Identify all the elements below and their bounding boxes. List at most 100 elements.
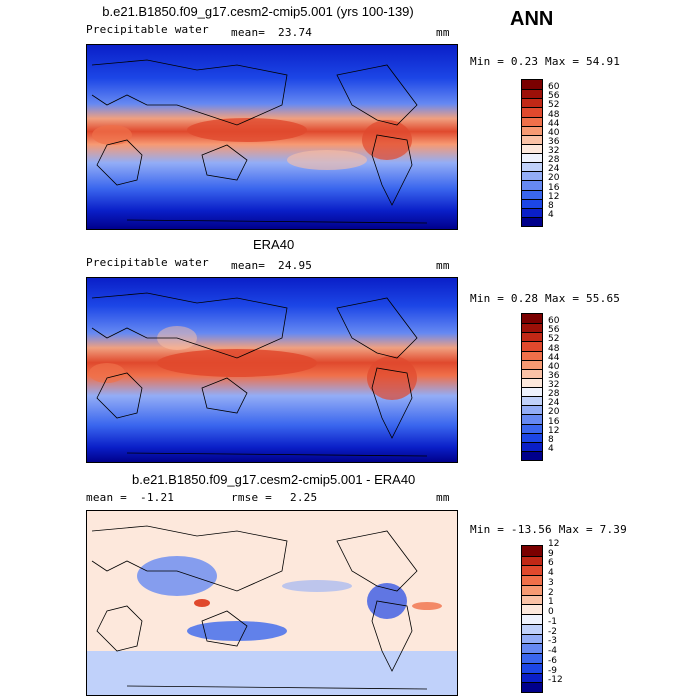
colorbar-tick-label: 12	[548, 539, 560, 549]
colorbar-tick-label: 20	[548, 407, 560, 418]
colorbar-tick-label: 56	[548, 91, 560, 102]
colorbar-swatch	[522, 162, 542, 172]
panel-2-mean-value: 24.95	[278, 259, 313, 272]
colorbar-swatch	[522, 359, 542, 369]
colorbar-tick-label: 3	[548, 577, 554, 588]
panel-3-rmse-label: rmse =	[231, 491, 272, 504]
colorbar-swatch	[522, 643, 542, 654]
colorbar-swatch	[522, 423, 542, 433]
colorbar-tick-label: 2	[548, 587, 554, 598]
colorbar-tick-label: 32	[548, 146, 560, 156]
panel-2-units: mm	[436, 259, 450, 272]
colorbar-swatch	[522, 198, 542, 208]
panel-3-mean-value: -1.21	[140, 491, 175, 504]
colorbar-swatch	[522, 368, 542, 378]
panel-1-variable-label: Precipitable water	[86, 23, 209, 36]
panel-2-title: ERA40	[253, 237, 295, 252]
panel-3-map	[86, 510, 458, 696]
colorbar-tick-label: -4	[548, 646, 557, 657]
colorbar-tick-label: 44	[548, 352, 560, 363]
colorbar-tick-label: 8	[548, 200, 554, 211]
colorbar-tick-label: 56	[548, 325, 560, 336]
colorbar-tick-label: 9	[548, 548, 554, 559]
colorbar-tick-label: 44	[548, 118, 560, 129]
colorbar-swatch	[522, 623, 542, 634]
colorbar-tick-label: 32	[548, 380, 560, 390]
panel-1-mean-label: mean=	[231, 26, 266, 39]
colorbar-swatch	[522, 207, 542, 217]
panel-1-mean-value: 23.74	[278, 26, 313, 39]
colorbar-tick-label: 12	[548, 191, 560, 202]
colorbar-tick-label: 60	[548, 316, 560, 327]
colorbar-tick-label: -9	[548, 665, 557, 676]
colorbar-tick-label: 36	[548, 370, 560, 381]
colorbar-tick-label: 48	[548, 343, 560, 354]
colorbar-swatch	[522, 350, 542, 360]
colorbar-tick-label: 12	[548, 425, 560, 436]
panel-3-mean-label: mean =	[86, 491, 127, 504]
colorbar-tick-label: -2	[548, 626, 557, 637]
colorbar-swatch	[522, 314, 542, 324]
colorbar-swatch	[522, 323, 542, 333]
colorbar-tick-label: 40	[548, 127, 560, 138]
colorbar-tick-label: 4	[548, 209, 554, 220]
panel-1-map	[86, 44, 458, 230]
colorbar-swatch	[522, 633, 542, 644]
colorbar-tick-label: 48	[548, 109, 560, 120]
colorbar-swatch	[522, 672, 542, 683]
colorbar-tick-label: 6	[548, 558, 554, 569]
panel-2-minmax: Min = 0.28 Max = 55.65	[470, 292, 621, 305]
colorbar-swatch	[522, 653, 542, 663]
colorbar-swatch	[522, 450, 542, 460]
colorbar-swatch	[522, 180, 542, 190]
colorbar-tick-label: 36	[548, 136, 560, 147]
panel-2-colorbar	[521, 313, 543, 461]
colorbar-swatch	[522, 171, 542, 181]
panel-3-units: mm	[436, 491, 450, 504]
panel-1-colorbar	[521, 79, 543, 227]
colorbar-swatch	[522, 387, 542, 397]
colorbar-tick-label: 40	[548, 361, 560, 372]
colorbar-swatch	[522, 89, 542, 99]
colorbar-swatch	[522, 80, 542, 90]
colorbar-swatch	[522, 405, 542, 415]
colorbar-swatch	[522, 555, 542, 566]
colorbar-tick-label: 1	[548, 597, 554, 608]
colorbar-swatch	[522, 332, 542, 342]
panel-1-title: b.e21.B1850.f09_g17.cesm2-cmip5.001 (yrs…	[102, 4, 414, 19]
colorbar-tick-label: -3	[548, 636, 557, 647]
colorbar-swatch	[522, 682, 542, 692]
panel-2-mean-label: mean=	[231, 259, 266, 272]
colorbar-swatch	[522, 565, 542, 576]
colorbar-swatch	[522, 216, 542, 226]
colorbar-swatch	[522, 341, 542, 351]
colorbar-tick-label: 20	[548, 173, 560, 184]
colorbar-swatch	[522, 189, 542, 199]
colorbar-tick-label: 16	[548, 416, 560, 427]
colorbar-tick-label: 24	[548, 398, 560, 409]
colorbar-tick-label: -1	[548, 616, 557, 627]
colorbar-swatch	[522, 414, 542, 424]
colorbar-swatch	[522, 98, 542, 108]
colorbar-swatch	[522, 584, 542, 595]
colorbar-swatch	[522, 134, 542, 144]
colorbar-swatch	[522, 153, 542, 163]
panel-2-variable-label: Precipitable water	[86, 256, 209, 269]
colorbar-swatch	[522, 116, 542, 126]
colorbar-swatch	[522, 575, 542, 585]
colorbar-tick-label: 28	[548, 155, 560, 166]
panel-3-colorbar	[521, 545, 543, 693]
colorbar-tick-label: -6	[548, 655, 557, 666]
colorbar-tick-label: 28	[548, 389, 560, 400]
colorbar-swatch	[522, 546, 542, 556]
colorbar-swatch	[522, 107, 542, 117]
colorbar-tick-label: 0	[548, 607, 554, 618]
panel-1-units: mm	[436, 26, 450, 39]
colorbar-tick-label: 24	[548, 164, 560, 175]
colorbar-tick-label: 16	[548, 182, 560, 193]
colorbar-swatch	[522, 125, 542, 135]
colorbar-tick-label: 52	[548, 334, 560, 345]
colorbar-swatch	[522, 432, 542, 442]
colorbar-swatch	[522, 441, 542, 451]
